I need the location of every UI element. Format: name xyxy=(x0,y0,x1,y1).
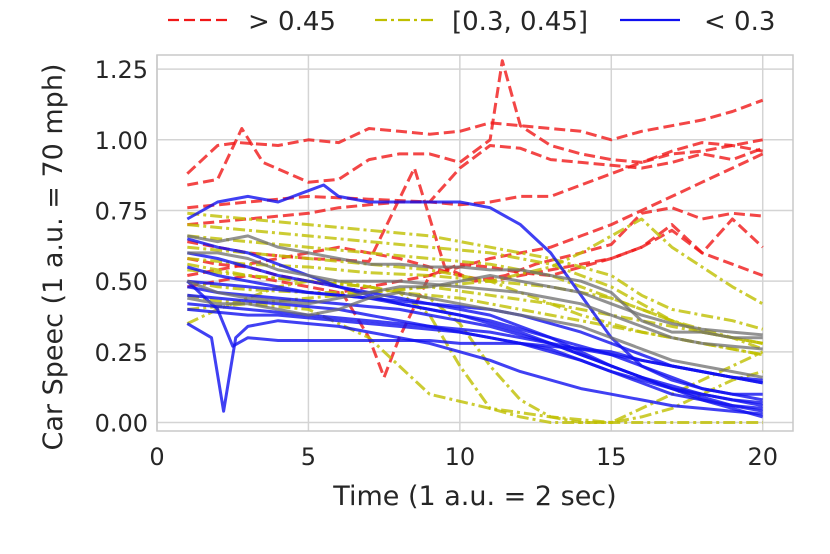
y-axis-label: Car Speec (1 a.u. = 70 mph) xyxy=(38,64,69,451)
x-tick-label: 15 xyxy=(596,443,627,471)
y-tick-label: 0.50 xyxy=(95,268,148,296)
legend-label: > 0.45 xyxy=(248,7,336,37)
plot-area xyxy=(186,59,764,424)
x-tick-label: 20 xyxy=(747,443,778,471)
gray-line xyxy=(187,291,763,379)
x-tick-label: 10 xyxy=(445,443,476,471)
mid-speed-line xyxy=(187,217,764,306)
y-tick-label: 0.00 xyxy=(95,410,148,438)
x-axis-ticks: 0 5 10 15 20 xyxy=(149,443,778,471)
low-speed-line xyxy=(187,285,763,413)
y-tick-label: 0.25 xyxy=(95,339,148,367)
low-speed-line xyxy=(186,319,763,416)
y-axis-ticks: 0.00 0.25 0.50 0.75 1.00 1.25 xyxy=(95,56,148,437)
x-axis-label: Time (1 a.u. = 2 sec) xyxy=(332,481,616,512)
x-tick-label: 0 xyxy=(149,443,164,471)
high-speed-line xyxy=(187,152,764,294)
y-tick-label: 0.75 xyxy=(95,197,148,225)
high-speed-line xyxy=(187,59,763,187)
high-speed-line xyxy=(187,138,763,227)
legend-label: [0.3, 0.45] xyxy=(452,7,588,37)
high-speed-line xyxy=(186,98,764,175)
mid-speed-line xyxy=(187,262,763,424)
legend: > 0.45 [0.3, 0.45] < 0.3 xyxy=(168,7,775,37)
grid xyxy=(156,55,793,431)
mid-speed-line xyxy=(187,211,764,331)
y-tick-label: 1.25 xyxy=(95,56,148,84)
gray-line xyxy=(187,251,763,351)
low-speed-line xyxy=(186,237,763,405)
gray-line xyxy=(186,274,763,337)
gray-line xyxy=(187,234,763,340)
legend-label: < 0.3 xyxy=(704,7,775,37)
y-tick-label: 1.00 xyxy=(95,127,148,155)
mid-speed-line xyxy=(187,268,764,424)
plot-frame xyxy=(156,54,794,432)
mid-speed-line xyxy=(187,223,763,345)
low-speed-line xyxy=(186,183,763,396)
low-speed-line xyxy=(187,302,763,385)
x-tick-label: 5 xyxy=(301,443,316,471)
